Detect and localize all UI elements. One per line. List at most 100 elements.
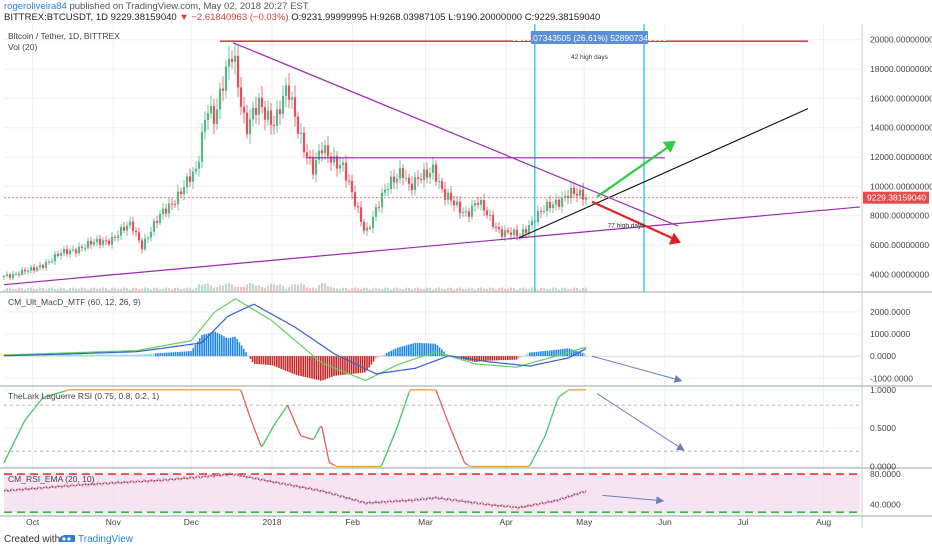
candle-body — [215, 109, 219, 124]
histogram-bar — [293, 356, 296, 375]
candle-body — [563, 195, 567, 198]
histogram-bar — [324, 356, 326, 380]
histogram-bar — [49, 354, 51, 357]
histogram-bar — [249, 356, 252, 359]
volume-bar — [149, 289, 153, 292]
candle-body — [350, 180, 354, 193]
volume-bar — [260, 286, 264, 292]
author-link[interactable]: rogeroliveira84 — [4, 1, 67, 12]
laguerre-segment — [312, 437, 315, 440]
y-tick-label: 18000.00000000 — [870, 64, 932, 74]
histogram-bar — [392, 349, 395, 357]
candle-body — [140, 240, 144, 250]
laguerre-segment — [330, 462, 333, 465]
red-arrow-shaft — [591, 200, 679, 242]
volume-bar — [179, 289, 183, 292]
candle-body — [581, 189, 585, 200]
volume-bar — [287, 287, 291, 292]
histogram-bar — [161, 352, 164, 357]
volume-bar — [314, 288, 318, 292]
candle-body — [164, 208, 168, 214]
y-tick-label: 16000.00000000 — [870, 93, 932, 103]
candle-body — [407, 177, 411, 184]
laguerre-segment — [391, 434, 395, 440]
candle-body — [515, 229, 519, 237]
candle-body — [305, 152, 309, 157]
candle-body — [197, 161, 201, 169]
candle-body — [410, 183, 414, 191]
histogram-bar — [337, 356, 340, 376]
x-tick-label: Jul — [737, 517, 748, 527]
histogram-bar — [205, 333, 208, 357]
histogram-bar — [284, 356, 287, 371]
histogram-bar — [141, 354, 144, 357]
volume-bar — [428, 287, 432, 292]
candle-body — [230, 59, 234, 62]
laguerre-segment — [325, 449, 329, 457]
laguerre-segment — [39, 399, 43, 402]
histogram-bar — [333, 356, 335, 376]
histogram-bar — [273, 356, 276, 367]
volume-bar — [350, 288, 354, 292]
candle-body — [185, 176, 189, 188]
laguerre-segment — [566, 389, 569, 392]
candle-body — [35, 267, 39, 271]
laguerre-segment — [448, 425, 452, 430]
y-tick-label: 10000.00000000 — [870, 181, 932, 191]
candle-body — [32, 267, 36, 271]
histogram-bar — [256, 356, 258, 365]
laguerre-segment — [283, 407, 287, 411]
candle-body — [20, 269, 24, 275]
histogram-bar — [212, 331, 214, 357]
candle-body — [416, 177, 420, 179]
candle-body — [95, 238, 99, 243]
laguerre-segment — [384, 453, 388, 458]
histogram-bar — [69, 354, 71, 357]
last-price-tag — [863, 191, 929, 204]
histogram-bar — [221, 335, 223, 357]
histogram-bar — [185, 351, 188, 357]
histogram-bar — [104, 354, 106, 357]
laguerre-segment — [453, 436, 457, 441]
laguerre-segment — [13, 438, 17, 442]
histogram-bar — [388, 351, 390, 357]
candle-body — [329, 156, 333, 163]
candle-body — [311, 157, 315, 175]
tradingview-brand[interactable]: TradingView — [78, 534, 134, 545]
candle-body — [482, 200, 486, 211]
histogram-bar — [111, 354, 113, 357]
candle-body — [56, 254, 60, 256]
candle-body — [176, 191, 180, 205]
red-arrow-head — [668, 232, 681, 245]
volume-bar — [257, 285, 261, 292]
volume-bar — [266, 285, 270, 292]
laguerre-segment — [240, 390, 244, 396]
histogram-bar — [251, 356, 254, 363]
laguerre-segment — [332, 463, 335, 466]
histogram-bar — [317, 356, 320, 381]
green-arrow-head — [662, 140, 676, 153]
volume-bar — [233, 286, 237, 292]
histogram-bar — [56, 354, 58, 357]
laguerre-segment — [261, 443, 265, 447]
y-tick-label: 20000.00000000 — [870, 35, 932, 45]
y-tick-label: 4000.00000000 — [870, 269, 929, 279]
chart-area[interactable]: 9229.38159040 5289.07343505 (26.61%) 5289… — [0, 24, 932, 528]
histogram-bar — [573, 349, 575, 357]
candle-body — [422, 169, 426, 181]
laguerre-segment — [36, 402, 40, 406]
laguerre-segment — [394, 427, 398, 432]
candle-body — [263, 107, 267, 120]
volume-bar — [542, 287, 546, 292]
volume-bar — [119, 288, 123, 292]
histogram-bar — [379, 356, 381, 357]
laguerre-segment — [270, 427, 274, 431]
volume-bar — [506, 288, 510, 292]
histogram-bar — [375, 356, 377, 359]
volume-bar — [551, 287, 555, 292]
laguerre-segment — [40, 397, 44, 400]
laguerre-segment — [393, 431, 397, 436]
histogram-bar — [438, 347, 441, 357]
candle-body — [92, 242, 96, 245]
created-with-label: Created with — [4, 534, 61, 545]
